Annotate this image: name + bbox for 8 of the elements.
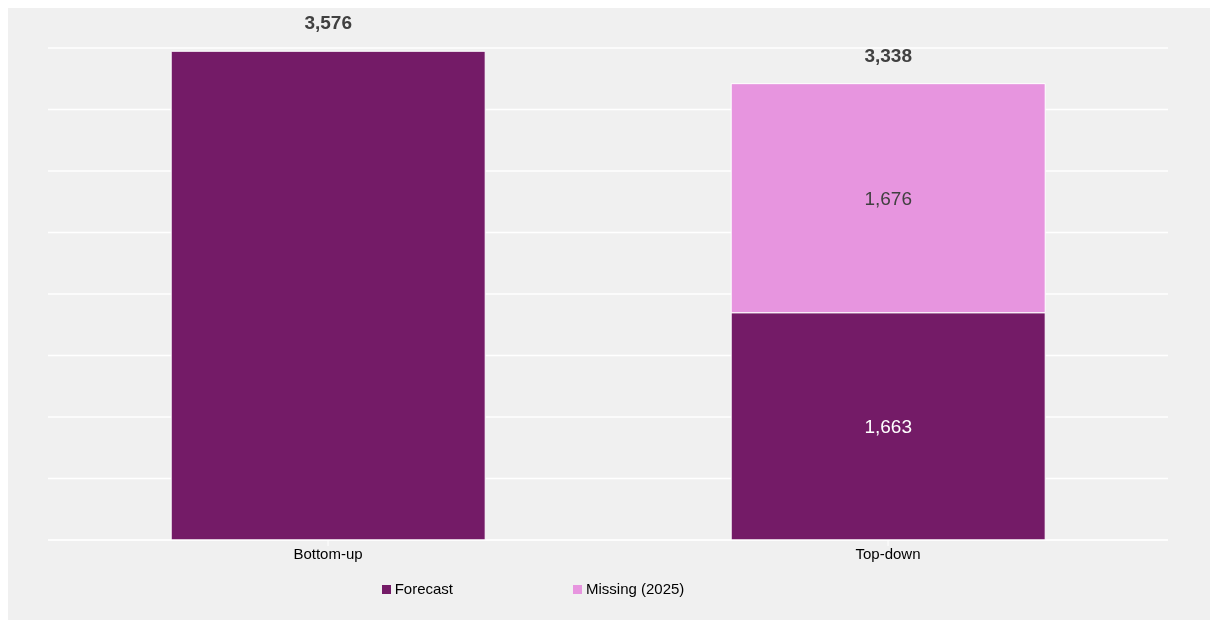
data-label: 1,676 — [864, 187, 912, 209]
x-tick-label: Top-down — [855, 544, 921, 562]
x-tick-label: Bottom-up — [293, 544, 363, 562]
data-label: 1,663 — [864, 415, 912, 437]
total-label: 3,338 — [864, 44, 912, 66]
legend-label: Missing (2025) — [585, 580, 685, 597]
legend-label: Forecast — [394, 580, 453, 597]
total-label: 3,576 — [304, 12, 352, 34]
